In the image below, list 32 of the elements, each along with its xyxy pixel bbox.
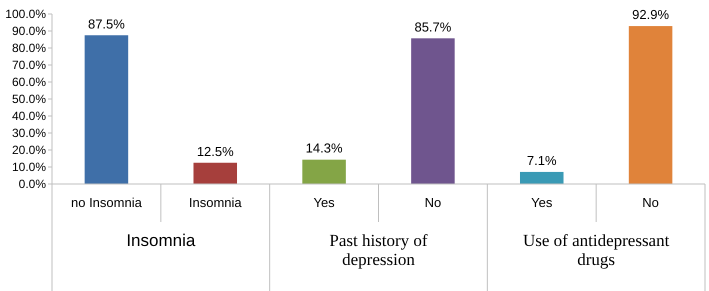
bar — [193, 162, 238, 184]
text: Insomnia — [126, 231, 196, 250]
y-tick-label: 100.0% — [5, 7, 46, 22]
text: Use of antidepressant drugs — [522, 231, 670, 269]
y-tick-label: 20.0% — [12, 143, 46, 158]
y-tick-label: 10.0% — [12, 160, 46, 174]
y-tick-label: 60.0% — [12, 75, 46, 90]
x-tick-label: Yes — [531, 195, 553, 210]
y-tick-label: 90.0% — [12, 24, 46, 38]
bar — [628, 26, 672, 184]
x-tick-label: no Insomnia — [71, 195, 143, 210]
data-label: 7.1% — [526, 152, 557, 168]
data-label: 14.3% — [306, 140, 343, 156]
x-tick-label: Insomnia — [188, 195, 242, 210]
data-label: 87.5% — [88, 16, 126, 32]
x-tick-label: No — [642, 195, 659, 210]
y-tick-label: 80.0% — [12, 41, 46, 56]
x-tick-label: No — [424, 195, 442, 210]
y-tick-label: 70.0% — [12, 58, 46, 72]
bar — [520, 172, 564, 184]
x-tick-label: Yes — [313, 195, 336, 210]
data-label: 92.9% — [632, 7, 670, 22]
y-tick-label: 30.0% — [12, 126, 46, 140]
bar — [302, 160, 346, 184]
y-tick-label: 40.0% — [12, 109, 46, 124]
data-label: 12.5% — [196, 144, 234, 159]
y-tick-label: 50.0% — [12, 92, 46, 106]
text: Past history of depression — [329, 231, 428, 269]
bar — [411, 38, 455, 184]
y-tick-label: 0.0% — [18, 177, 46, 192]
bar — [84, 35, 128, 184]
data-label: 85.7% — [414, 19, 452, 34]
